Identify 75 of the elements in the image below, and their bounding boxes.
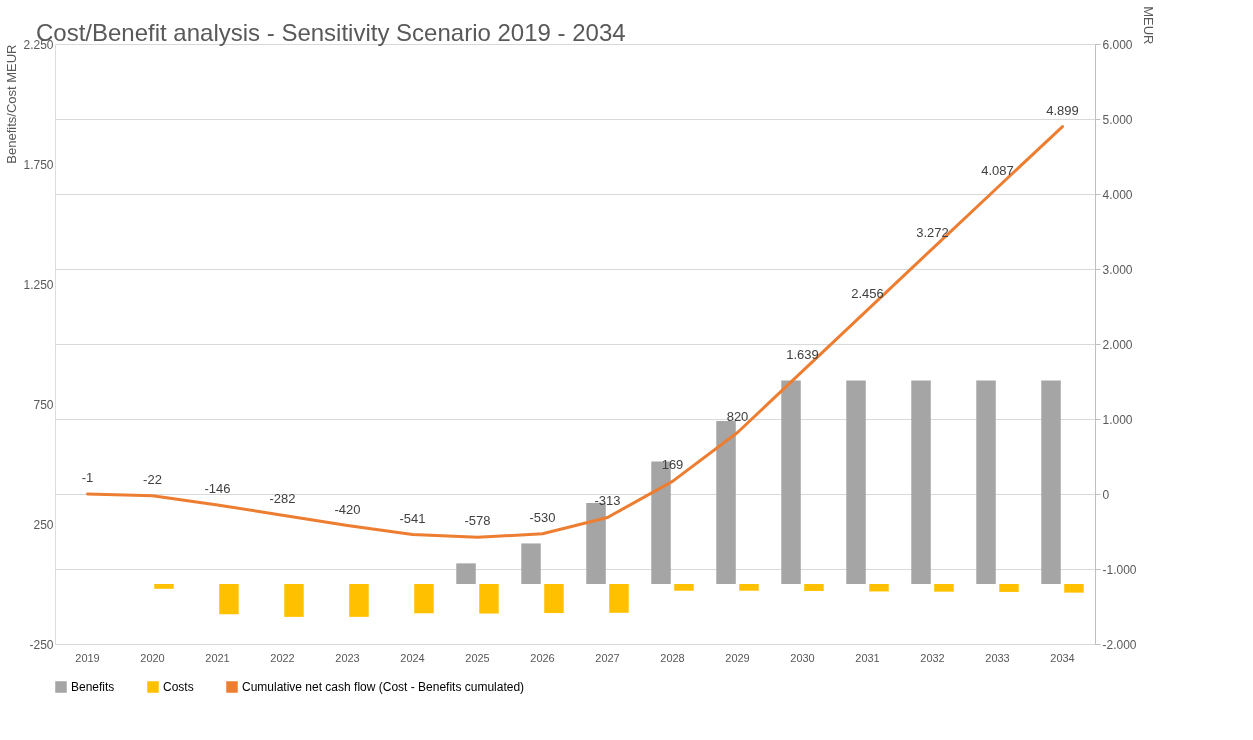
y-tick-label: 1.750	[23, 157, 54, 172]
y2-tick-label: 0	[1102, 487, 1110, 502]
data-label: -282	[269, 491, 296, 507]
y2-tick-label: 5.000	[1102, 112, 1133, 127]
x-tick-label: 2023	[335, 651, 360, 664]
data-label: 4.899	[1046, 102, 1079, 118]
data-label: -530	[529, 509, 556, 525]
data-label: -146	[204, 480, 231, 496]
bar	[846, 380, 866, 584]
bar	[544, 584, 564, 614]
x-tick-label: 2030	[790, 651, 815, 664]
y2-tick-label: -2.000	[1102, 637, 1137, 652]
x-tick-label: 2029	[725, 651, 750, 664]
y2-tick-label: 1.000	[1102, 412, 1133, 427]
bar	[284, 584, 304, 617]
legend-label: Costs	[163, 680, 194, 694]
data-label: -1	[81, 470, 94, 486]
x-tick-label: 2031	[855, 651, 880, 664]
bar	[349, 584, 369, 617]
x-tick-label: 2022	[270, 651, 295, 664]
x-tick-label: 2025	[465, 651, 490, 664]
bar	[1064, 584, 1084, 593]
data-label: -541	[399, 510, 426, 526]
legend-label: Cumulative net cash flow (Cost - Benefits cumulated)	[242, 680, 525, 694]
x-tick-label: 2034	[1050, 651, 1075, 664]
x-tick-label: 2020	[140, 651, 165, 664]
x-tick-label: 2019	[75, 651, 100, 664]
data-label: 820	[726, 408, 749, 424]
data-label: -313	[594, 493, 621, 509]
data-label: 4.087	[981, 163, 1014, 179]
data-label: 3.272	[916, 224, 949, 240]
x-tick-label: 2021	[205, 651, 230, 664]
bar	[716, 421, 736, 584]
y2-axis-title: MEUR	[1140, 6, 1156, 45]
bar	[934, 584, 954, 592]
bar	[739, 584, 759, 591]
y2-tick-label: 2.000	[1102, 337, 1133, 352]
bar	[219, 584, 239, 615]
bar	[1041, 380, 1061, 584]
y2-tick-label: 4.000	[1102, 187, 1133, 202]
bar	[869, 584, 889, 592]
data-label: 1.639	[786, 347, 819, 363]
y2-tick-label: -1.000	[1102, 562, 1137, 577]
y-tick-label: 1.250	[23, 277, 54, 292]
bar	[999, 584, 1019, 592]
bar	[456, 563, 476, 584]
bar	[609, 584, 629, 613]
bar	[976, 380, 996, 584]
data-label: 2.456	[851, 285, 884, 301]
y-tick-label: -250	[29, 637, 54, 652]
y-axis-title: Benefits/Cost MEUR	[4, 44, 20, 164]
bar	[586, 503, 606, 584]
bar	[781, 380, 801, 584]
bar	[674, 584, 694, 591]
data-label: 169	[661, 457, 684, 473]
bar	[154, 584, 174, 589]
x-tick-label: 2024	[400, 651, 425, 664]
x-tick-label: 2028	[660, 651, 685, 664]
legend-label: Benefits	[71, 680, 115, 694]
y-tick-label: 250	[33, 517, 54, 532]
bar	[479, 584, 499, 614]
data-label: -22	[143, 471, 162, 487]
x-tick-label: 2026	[530, 651, 555, 664]
x-tick-label: 2032	[920, 651, 945, 664]
x-tick-label: 2033	[985, 651, 1010, 664]
bar	[521, 543, 541, 584]
bar	[804, 584, 824, 591]
data-label: -420	[334, 501, 361, 517]
y-tick-label: 750	[33, 397, 54, 412]
y2-tick-label: 3.000	[1102, 262, 1133, 277]
bar	[414, 584, 434, 614]
x-tick-label: 2027	[595, 651, 620, 664]
y2-tick-label: 6.000	[1102, 37, 1133, 52]
bar	[911, 380, 931, 584]
data-label: -578	[464, 513, 491, 529]
